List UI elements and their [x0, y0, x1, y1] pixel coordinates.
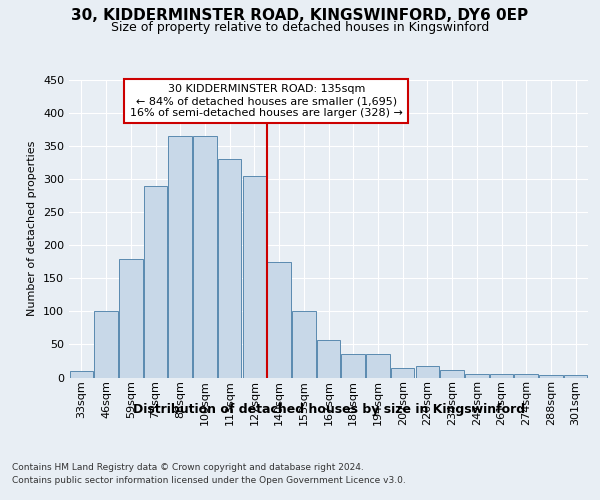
Text: Contains HM Land Registry data © Crown copyright and database right 2024.: Contains HM Land Registry data © Crown c…	[12, 462, 364, 471]
Bar	[514, 374, 538, 378]
Bar	[70, 371, 93, 378]
Bar	[564, 375, 587, 378]
Bar	[341, 354, 365, 378]
Bar	[539, 375, 563, 378]
Bar	[218, 160, 241, 378]
Bar	[490, 374, 513, 378]
Bar	[317, 340, 340, 378]
Bar	[169, 136, 192, 378]
Text: Contains public sector information licensed under the Open Government Licence v3: Contains public sector information licen…	[12, 476, 406, 485]
Bar	[366, 354, 389, 378]
Bar	[391, 368, 415, 378]
Bar	[268, 262, 291, 378]
Text: Size of property relative to detached houses in Kingswinford: Size of property relative to detached ho…	[111, 21, 489, 34]
Bar	[242, 176, 266, 378]
Y-axis label: Number of detached properties: Number of detached properties	[28, 141, 37, 316]
Bar	[193, 136, 217, 378]
Bar	[416, 366, 439, 378]
Bar	[292, 312, 316, 378]
Bar	[119, 258, 143, 378]
Bar	[144, 186, 167, 378]
Text: Distribution of detached houses by size in Kingswinford: Distribution of detached houses by size …	[133, 402, 525, 415]
Bar	[465, 374, 488, 378]
Text: 30 KIDDERMINSTER ROAD: 135sqm
← 84% of detached houses are smaller (1,695)
16% o: 30 KIDDERMINSTER ROAD: 135sqm ← 84% of d…	[130, 84, 403, 117]
Bar	[440, 370, 464, 378]
Bar	[94, 312, 118, 378]
Text: 30, KIDDERMINSTER ROAD, KINGSWINFORD, DY6 0EP: 30, KIDDERMINSTER ROAD, KINGSWINFORD, DY…	[71, 8, 529, 22]
